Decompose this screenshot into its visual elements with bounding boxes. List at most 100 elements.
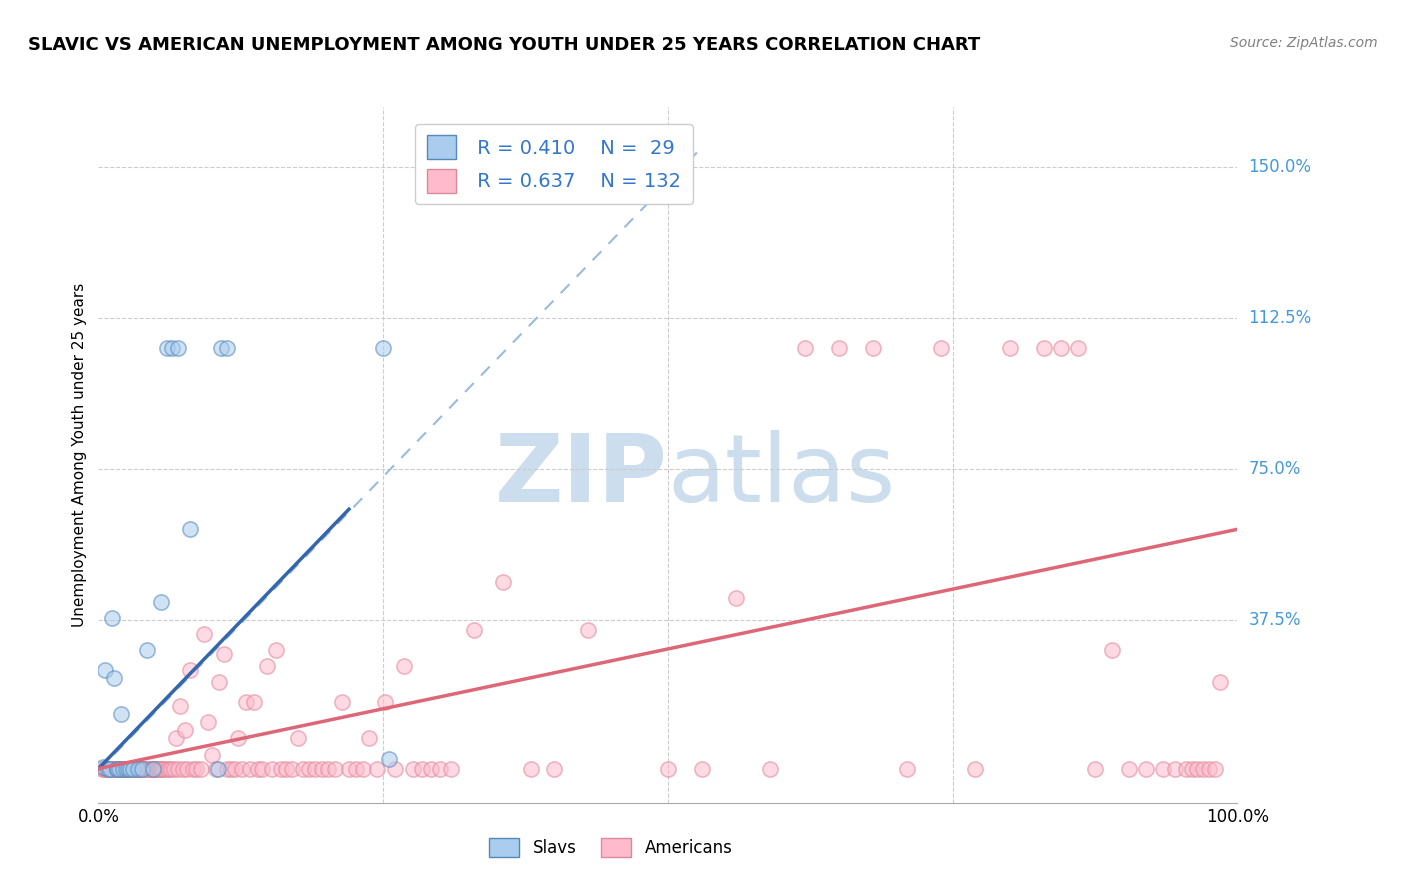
Point	[201, 747, 224, 762]
Point	[150, 762, 173, 776]
Point	[146, 762, 169, 776]
Point	[929, 342, 952, 356]
Point	[420, 762, 443, 776]
Point	[131, 762, 153, 776]
Point	[136, 643, 159, 657]
Point	[169, 699, 191, 714]
Point	[103, 762, 125, 776]
Point	[181, 762, 204, 776]
Point	[160, 762, 183, 776]
Point	[96, 762, 118, 776]
Point	[1192, 762, 1215, 776]
Point	[281, 762, 304, 776]
Point	[543, 762, 565, 776]
Point	[167, 342, 190, 356]
Point	[304, 762, 326, 776]
Point	[896, 762, 918, 776]
Point	[167, 762, 190, 776]
Point	[115, 762, 138, 776]
Point	[1187, 762, 1209, 776]
Point	[91, 760, 114, 774]
Point	[105, 762, 128, 776]
Point	[105, 762, 128, 776]
Point	[311, 762, 333, 776]
Point	[1152, 762, 1174, 776]
Point	[260, 762, 283, 776]
Point	[862, 342, 884, 356]
Point	[134, 762, 156, 776]
Point	[148, 762, 170, 776]
Point	[998, 342, 1021, 356]
Point	[1135, 762, 1157, 776]
Point	[145, 762, 167, 776]
Point	[264, 643, 287, 657]
Point	[186, 762, 208, 776]
Point	[174, 723, 197, 738]
Point	[384, 762, 406, 776]
Point	[197, 715, 219, 730]
Point	[224, 762, 246, 776]
Point	[208, 675, 231, 690]
Point	[1209, 675, 1232, 690]
Point	[111, 762, 134, 776]
Point	[204, 762, 226, 776]
Point	[131, 762, 153, 776]
Point	[143, 762, 166, 776]
Point	[103, 671, 125, 685]
Point	[138, 762, 160, 776]
Point	[94, 663, 117, 677]
Point	[371, 342, 394, 356]
Point	[114, 762, 136, 776]
Point	[1067, 342, 1090, 356]
Point	[129, 762, 152, 776]
Point	[149, 762, 172, 776]
Point	[323, 762, 346, 776]
Point	[112, 762, 135, 776]
Y-axis label: Unemployment Among Youth under 25 years: Unemployment Among Youth under 25 years	[72, 283, 87, 627]
Point	[120, 762, 142, 776]
Point	[162, 762, 184, 776]
Text: Source: ZipAtlas.com: Source: ZipAtlas.com	[1230, 36, 1378, 50]
Point	[132, 762, 155, 776]
Point	[105, 762, 128, 776]
Point	[114, 762, 136, 776]
Point	[96, 762, 118, 776]
Point	[337, 762, 360, 776]
Point	[1163, 762, 1185, 776]
Point	[366, 762, 388, 776]
Point	[98, 762, 121, 776]
Point	[94, 762, 117, 776]
Point	[463, 623, 485, 637]
Point	[124, 762, 146, 776]
Point	[135, 762, 157, 776]
Point	[520, 762, 543, 776]
Point	[276, 762, 298, 776]
Point	[235, 695, 257, 709]
Point	[110, 762, 132, 776]
Point	[179, 522, 201, 536]
Point	[657, 762, 679, 776]
Point	[217, 342, 239, 356]
Point	[231, 762, 253, 776]
Point	[392, 659, 415, 673]
Text: 150.0%: 150.0%	[1249, 159, 1312, 177]
Point	[100, 762, 122, 776]
Point	[132, 762, 155, 776]
Point	[330, 695, 353, 709]
Point	[127, 762, 149, 776]
Point	[110, 707, 132, 722]
Point	[207, 762, 229, 776]
Point	[411, 762, 433, 776]
Point	[156, 342, 179, 356]
Point	[142, 762, 165, 776]
Point	[150, 595, 173, 609]
Point	[118, 762, 141, 776]
Point	[287, 731, 309, 746]
Text: atlas: atlas	[668, 430, 896, 522]
Point	[157, 762, 180, 776]
Point	[1118, 762, 1140, 776]
Text: SLAVIC VS AMERICAN UNEMPLOYMENT AMONG YOUTH UNDER 25 YEARS CORRELATION CHART: SLAVIC VS AMERICAN UNEMPLOYMENT AMONG YO…	[28, 36, 980, 54]
Point	[209, 342, 232, 356]
Point	[145, 762, 167, 776]
Point	[402, 762, 425, 776]
